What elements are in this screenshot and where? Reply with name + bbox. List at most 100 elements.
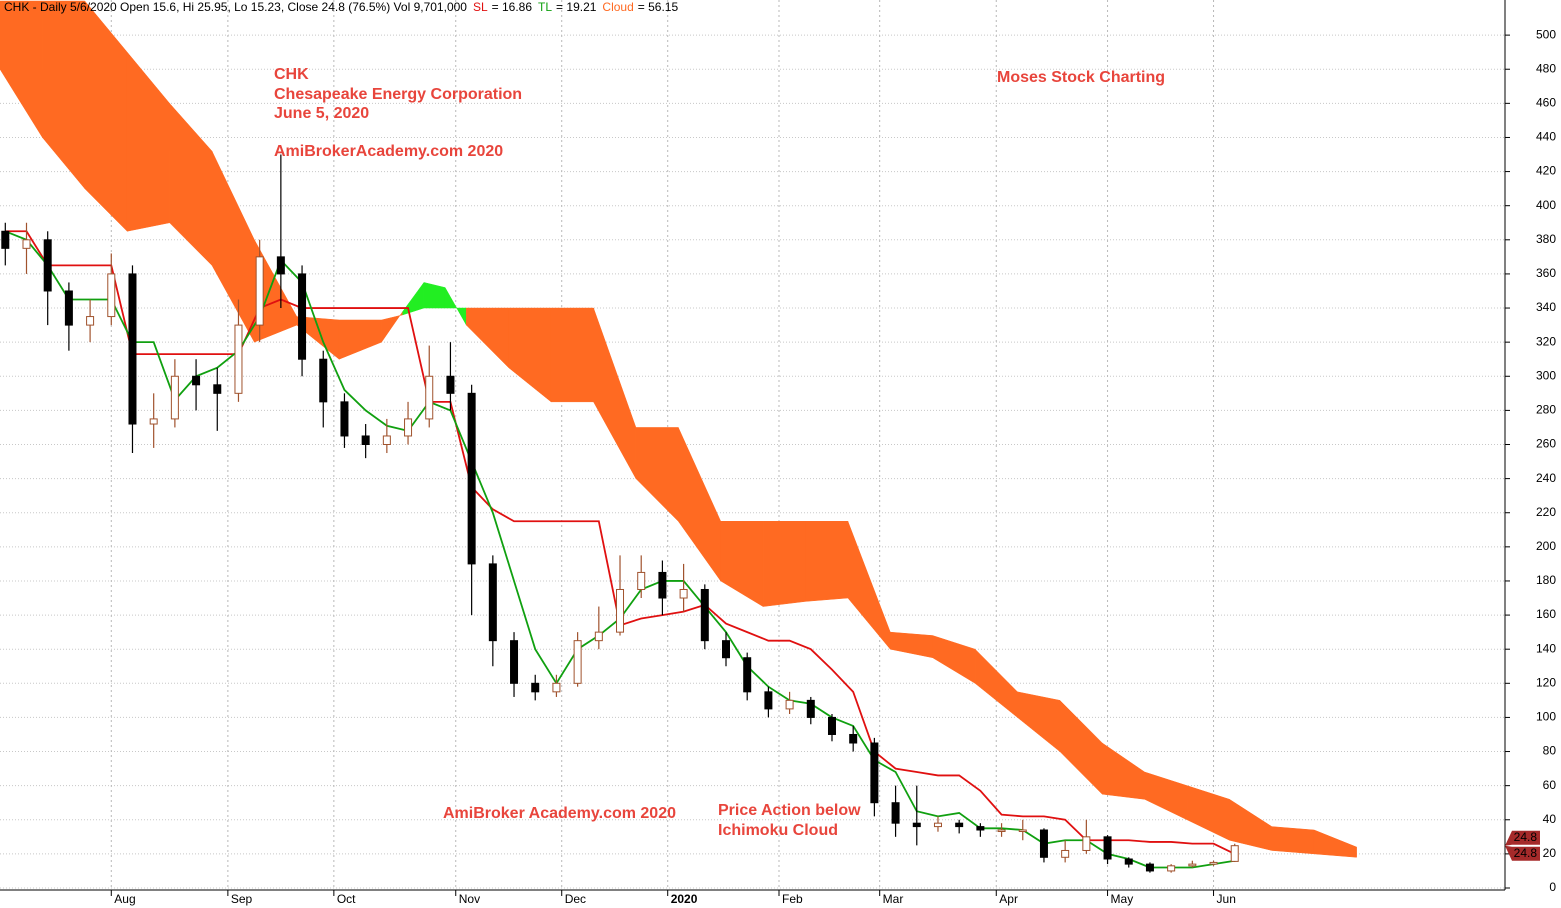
candle-body — [1039, 829, 1048, 858]
candle-body — [722, 640, 731, 659]
x-tick-label: Sep — [231, 892, 253, 906]
price-tag — [1505, 830, 1540, 846]
y-tick-label: 300 — [1536, 368, 1556, 382]
candle-body — [1145, 863, 1154, 872]
price-label: 24.8 — [1514, 830, 1538, 844]
cloud-segment — [1059, 699, 1103, 795]
cloud-segment — [42, 0, 86, 190]
candle-body — [234, 324, 243, 394]
x-tick-label: 2020 — [671, 892, 698, 906]
cloud-segment — [508, 307, 552, 403]
candle-body — [22, 239, 31, 249]
candle-body — [86, 316, 95, 326]
x-tick-label: May — [1111, 892, 1134, 906]
cloud-segment — [678, 427, 721, 582]
annotation: Chesapeake Energy Corporation — [274, 86, 522, 103]
legend-value: = 19.21 — [556, 0, 597, 14]
candle-body — [1124, 858, 1133, 865]
grid — [0, 0, 1505, 890]
candle-body — [827, 716, 836, 735]
y-tick-label: 400 — [1536, 198, 1556, 212]
candle-body — [1082, 836, 1091, 851]
annotation: AmiBroker Academy.com 2020 — [443, 805, 676, 822]
x-tick-label: Oct — [337, 892, 356, 906]
legend-value: = 56.15 — [638, 0, 679, 14]
legend-name: Cloud — [602, 0, 633, 14]
y-tick-label: 380 — [1536, 232, 1556, 246]
y-tick-label: 20 — [1543, 846, 1557, 860]
candle-body — [764, 691, 773, 710]
annotation: Moses Stock Charting — [997, 69, 1165, 86]
candle-body — [616, 588, 625, 633]
y-tick-label: 120 — [1536, 675, 1556, 689]
annotation: June 5, 2020 — [274, 105, 369, 122]
cloud-segment — [381, 310, 403, 343]
x-tick-label: Feb — [782, 892, 803, 906]
annotation: AmiBrokerAcademy.com 2020 — [274, 143, 503, 160]
candle-body — [594, 631, 603, 642]
y-tick-label: 460 — [1536, 96, 1556, 110]
y-tick-label: 360 — [1536, 266, 1556, 280]
x-tick-label: Apr — [999, 892, 1018, 906]
cloud-segment — [169, 102, 213, 267]
candle-body — [149, 418, 158, 425]
cloud-segment — [126, 51, 170, 232]
candle-body — [1, 230, 10, 249]
candle-body — [319, 358, 328, 403]
candle-body — [531, 682, 540, 693]
cloud-segment — [762, 521, 806, 607]
candle-body — [64, 290, 73, 326]
annotation: CHK — [274, 66, 309, 83]
candle-body — [340, 401, 349, 437]
annotation: Price Action below — [718, 802, 861, 819]
x-tick-label: Mar — [883, 892, 904, 906]
y-tick-label: 80 — [1543, 744, 1557, 758]
legend-value: = 16.86 — [492, 0, 533, 14]
candle-body — [700, 588, 709, 642]
candle-body — [1188, 863, 1197, 867]
y-tick-label: 240 — [1536, 471, 1556, 485]
candle-body — [510, 640, 519, 684]
candle-body — [404, 418, 413, 437]
cloud-segment — [720, 521, 764, 607]
header-title: CHK - Daily 5/6/2020 Open 15.6, Hi 25.95… — [4, 0, 467, 14]
y-tick-label: 0 — [1549, 880, 1556, 894]
price-label: 24.8 — [1514, 846, 1538, 860]
cloud-segment — [0, 0, 43, 139]
candle-body — [107, 273, 116, 318]
plot-area — [0, 0, 1357, 873]
cloud-segment — [1102, 742, 1145, 800]
y-tick-label: 260 — [1536, 437, 1556, 451]
candle-body — [870, 742, 879, 804]
annotation: Ichimoku Cloud — [718, 822, 838, 839]
line-series — [5, 230, 1236, 855]
cloud-segment — [847, 521, 891, 650]
x-tick-label: Aug — [114, 892, 135, 906]
candle-body — [298, 273, 307, 360]
y-tick-label: 320 — [1536, 334, 1556, 348]
legend-name: SL — [473, 0, 488, 14]
legend-name: TL — [538, 0, 552, 14]
cloud-segment — [423, 282, 446, 309]
y-tick-label: 60 — [1543, 778, 1557, 792]
candle-body — [361, 435, 370, 446]
header: CHK - Daily 5/6/2020 Open 15.6, Hi 25.95… — [4, 0, 678, 14]
cloud-segment — [593, 307, 637, 479]
cloud-segment — [805, 521, 849, 602]
candle-body — [997, 829, 1006, 833]
y-tick-label: 220 — [1536, 505, 1556, 519]
candle-body — [1230, 845, 1239, 862]
cloud-segment — [1271, 826, 1315, 855]
candle-body — [573, 640, 582, 684]
candle-body — [955, 822, 964, 828]
y-tick-label: 340 — [1536, 300, 1556, 314]
candle-body — [192, 375, 201, 386]
candle-body — [933, 822, 942, 828]
candle-body — [382, 435, 391, 446]
cloud-segment — [1144, 771, 1188, 821]
candle-body — [912, 822, 921, 828]
cloud-segment — [1229, 798, 1273, 851]
x-tick-label: Jun — [1217, 892, 1236, 906]
candle-body — [425, 375, 434, 420]
candle-body — [446, 375, 455, 394]
